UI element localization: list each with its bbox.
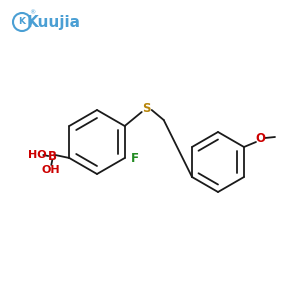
Text: F: F	[131, 152, 139, 166]
Text: K: K	[19, 17, 26, 26]
Text: B: B	[48, 149, 57, 163]
Text: HO: HO	[28, 150, 46, 160]
Text: O: O	[255, 133, 265, 146]
Text: ®: ®	[29, 11, 35, 16]
Text: OH: OH	[42, 165, 61, 175]
Text: S: S	[142, 101, 151, 115]
Text: Kuujia: Kuujia	[27, 14, 81, 29]
